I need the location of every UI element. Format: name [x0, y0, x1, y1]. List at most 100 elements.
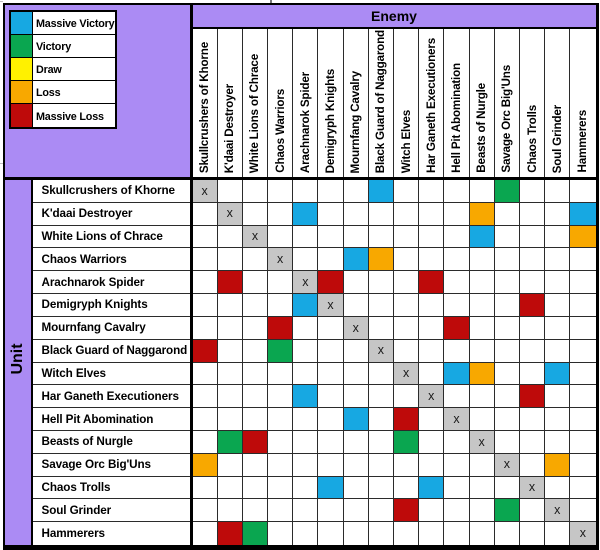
column-header-label: Witch Elves — [399, 109, 413, 173]
matrix-cell — [545, 248, 571, 272]
matrix-cell — [519, 202, 546, 226]
diagonal-marker: x — [402, 366, 410, 381]
matrix-cell — [469, 408, 495, 431]
column-header: Hell Pit Abomination — [444, 28, 470, 177]
matrix-cell — [545, 271, 571, 295]
diagonal-marker: x — [478, 434, 485, 449]
matrix-cell — [192, 385, 218, 409]
legend-entry: Massive Loss — [11, 104, 115, 127]
matrix-cell — [242, 271, 269, 295]
matrix-cell — [268, 180, 294, 203]
column-header-label: Chaos Trolls — [525, 105, 539, 173]
matrix-cell — [545, 202, 571, 226]
row-header: Soul Grinder — [33, 499, 190, 523]
diagonal-marker: x — [528, 480, 536, 495]
matrix-cell — [268, 271, 294, 295]
matrix-cell — [293, 476, 319, 500]
matrix-cell — [242, 316, 269, 340]
legend-entry: Victory — [11, 35, 115, 58]
diagonal-marker: x — [201, 183, 208, 198]
column-axis-title: Enemy — [192, 5, 596, 29]
matrix-cell — [419, 339, 445, 363]
column-header: Chaos Trolls — [520, 28, 546, 177]
matrix-cell — [469, 248, 495, 272]
row-header: Witch Elves — [33, 363, 190, 386]
legend-swatch-ml — [11, 104, 33, 127]
legend-swatch-mv — [11, 12, 33, 34]
matrix-cell — [242, 362, 269, 386]
matrix-cell — [192, 522, 218, 545]
matrix-cell — [293, 453, 319, 477]
column-header-label: Chaos Warriors — [273, 89, 287, 173]
matrix-cell — [293, 408, 319, 431]
matrix-cell — [545, 408, 571, 431]
diagonal-marker: x — [503, 457, 510, 472]
matrix-cell — [268, 362, 294, 386]
matrix-cell — [444, 385, 470, 409]
diagonal-marker: x — [302, 274, 309, 289]
matrix-cell — [268, 294, 294, 317]
matrix-cell — [192, 316, 218, 340]
matrix-cell — [217, 362, 243, 386]
diagonal-marker: x — [226, 206, 233, 221]
matrix-cell — [419, 499, 445, 523]
column-header-label: Hammerers — [576, 110, 590, 173]
matrix-cell — [394, 522, 420, 545]
matrix-cell — [469, 225, 495, 249]
matrix-cell — [444, 316, 470, 340]
matrix-cell — [192, 499, 218, 523]
matrix-cell — [217, 180, 243, 203]
matrix-cell — [268, 499, 294, 523]
column-header: Skullcrushers of Khorne — [193, 28, 218, 177]
matrix-cell — [242, 430, 269, 454]
row-header: Black Guard of Naggarond — [33, 340, 190, 363]
matrix-cell — [343, 248, 369, 272]
matrix-cell — [394, 499, 420, 523]
matrix-cell — [469, 316, 495, 340]
row-header: Arachnarok Spider — [33, 271, 190, 295]
legend-swatch-l — [11, 81, 33, 103]
matrix-cell — [394, 271, 420, 295]
matrix-cell: x — [519, 476, 546, 500]
matrix-cell — [293, 294, 319, 317]
row-header: Har Ganeth Executioners — [33, 385, 190, 409]
matrix-cell — [293, 180, 319, 203]
matrix-cell — [444, 180, 470, 203]
matrix-cell — [343, 430, 369, 454]
matrix-cell — [318, 430, 344, 454]
matrix-cell — [192, 362, 218, 386]
matrix-cell — [318, 362, 344, 386]
matrix-cell — [394, 316, 420, 340]
matrix-cell — [268, 430, 294, 454]
matrix-cell — [242, 339, 269, 363]
grid-left-border — [190, 3, 193, 546]
row-header: Hell Pit Abomination — [33, 408, 190, 431]
legend-label: Victory — [36, 41, 72, 53]
chart-bottom-border — [2, 545, 599, 550]
matrix-cell — [217, 499, 243, 523]
matrix-cell — [444, 294, 470, 317]
matrix-cell: x — [394, 362, 420, 386]
matrix-cell — [444, 271, 470, 295]
sheet-gridline-tick — [0, 0, 3, 2]
matrix-cell — [570, 499, 596, 523]
matrix-cell — [469, 294, 495, 317]
column-header-label: K'daai Destroyer — [223, 83, 237, 173]
matrix-cell: x — [368, 339, 394, 363]
matrix-cell — [444, 248, 470, 272]
matrix-cell — [217, 271, 243, 295]
matrix-cell — [545, 522, 571, 545]
matrix-cell — [469, 453, 495, 477]
matrix-cell — [419, 362, 445, 386]
column-header-label: Soul Grinder — [550, 104, 564, 173]
matrix-cell — [494, 225, 520, 249]
matrix-cell — [394, 225, 420, 249]
row-header: Savage Orc Big'Uns — [33, 454, 190, 477]
matrix-cell — [217, 316, 243, 340]
matrix-cell — [318, 316, 344, 340]
matrix-cell — [494, 271, 520, 295]
matrix-cell — [217, 385, 243, 409]
row-header: Chaos Trolls — [33, 477, 190, 500]
matrix-cell — [368, 476, 394, 500]
matrix-cell — [545, 316, 571, 340]
